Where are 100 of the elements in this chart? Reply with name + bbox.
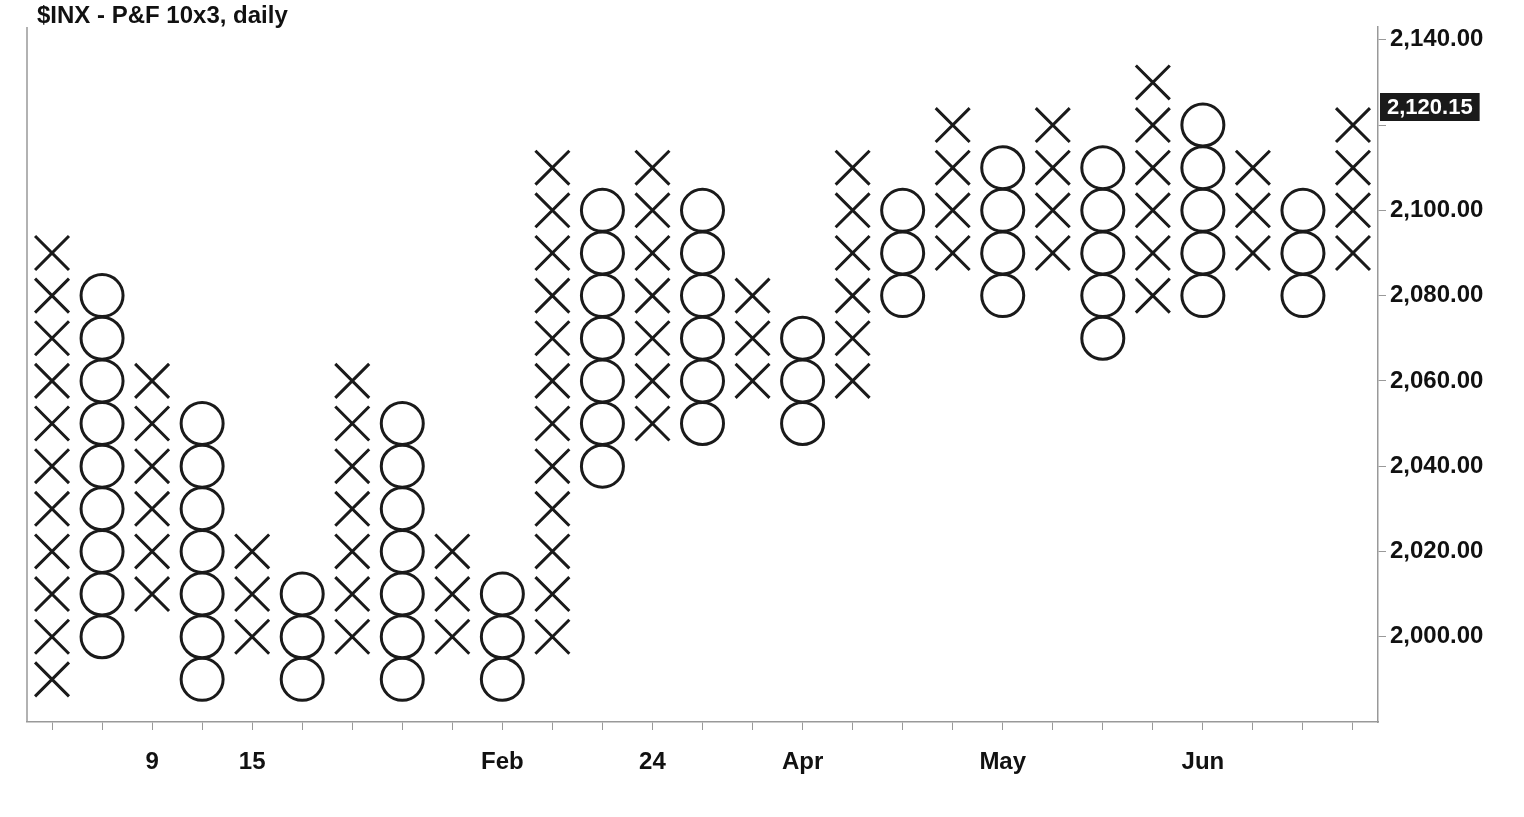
point	[980, 273, 1026, 319]
y-tick-label: 2,040.00	[1390, 450, 1484, 478]
point	[1180, 145, 1226, 191]
point	[734, 277, 772, 315]
point	[179, 486, 225, 532]
x-tick-label: 9	[145, 747, 159, 775]
point	[1280, 273, 1326, 319]
point	[33, 405, 71, 442]
y-tick-label: 2,080.00	[1390, 280, 1484, 308]
point	[1180, 273, 1226, 319]
point	[379, 443, 425, 489]
point	[633, 149, 671, 187]
x-tick-label: May	[979, 747, 1027, 775]
point	[579, 401, 625, 447]
chart-title: $INX - P&F 10x3, daily	[37, 0, 289, 28]
point	[433, 532, 471, 570]
point	[680, 187, 725, 233]
point	[333, 490, 371, 528]
point	[880, 273, 926, 319]
point	[179, 571, 225, 617]
point	[33, 277, 71, 315]
x-tick-label: Jun	[1181, 747, 1225, 775]
point	[33, 319, 71, 357]
point	[1134, 63, 1172, 101]
point	[533, 490, 571, 528]
point	[1034, 234, 1072, 272]
point	[780, 401, 826, 447]
point	[1180, 102, 1226, 148]
point	[433, 618, 471, 656]
point	[934, 149, 972, 187]
point	[980, 187, 1026, 233]
y-tick-label: 2,060.00	[1390, 365, 1484, 393]
point	[980, 145, 1026, 191]
point	[680, 230, 725, 276]
point	[1080, 187, 1126, 233]
point	[880, 230, 926, 276]
point	[33, 660, 71, 698]
point	[834, 191, 872, 229]
point	[33, 447, 71, 485]
point	[579, 230, 625, 276]
x-tick-label: Apr	[781, 747, 824, 775]
point	[79, 486, 125, 532]
point	[633, 362, 671, 400]
point	[633, 277, 671, 315]
point	[579, 443, 625, 489]
point	[579, 315, 625, 361]
point	[79, 401, 125, 447]
point	[1134, 234, 1172, 272]
point	[1334, 234, 1372, 272]
point	[333, 405, 371, 442]
point	[379, 528, 425, 574]
point	[133, 575, 171, 613]
point	[179, 401, 225, 447]
y-tick-label: 2,140.00	[1390, 24, 1484, 52]
point	[33, 362, 71, 400]
point	[834, 319, 872, 357]
point	[1280, 230, 1326, 276]
point	[33, 618, 71, 656]
point	[533, 191, 571, 229]
point	[333, 362, 371, 400]
point	[479, 571, 525, 617]
point	[579, 273, 625, 319]
point	[279, 571, 325, 617]
point	[1280, 187, 1326, 233]
point	[179, 656, 225, 702]
point	[533, 575, 571, 613]
point	[333, 575, 371, 613]
point	[1080, 273, 1126, 319]
point	[133, 490, 171, 528]
point	[980, 230, 1026, 276]
point	[834, 149, 872, 187]
point	[1234, 234, 1272, 272]
point	[1134, 149, 1172, 187]
point	[533, 362, 571, 400]
point	[579, 187, 625, 233]
point	[79, 571, 125, 617]
point	[1080, 230, 1126, 276]
point	[379, 614, 425, 660]
point	[533, 618, 571, 656]
point	[880, 187, 926, 233]
point	[633, 191, 671, 229]
point	[33, 532, 71, 570]
point	[834, 277, 872, 315]
point	[1334, 149, 1372, 187]
point	[233, 618, 271, 656]
point	[1234, 191, 1272, 229]
point	[79, 528, 125, 574]
point	[379, 656, 425, 702]
point	[1080, 315, 1126, 361]
point	[1134, 277, 1172, 315]
point	[379, 401, 425, 447]
y-tick-label: 2,020.00	[1390, 536, 1484, 564]
point	[233, 532, 271, 570]
point	[1334, 106, 1372, 144]
point	[279, 656, 325, 702]
point	[1180, 230, 1226, 276]
point	[680, 273, 725, 319]
point	[533, 277, 571, 315]
point	[1080, 145, 1126, 191]
point	[79, 443, 125, 489]
